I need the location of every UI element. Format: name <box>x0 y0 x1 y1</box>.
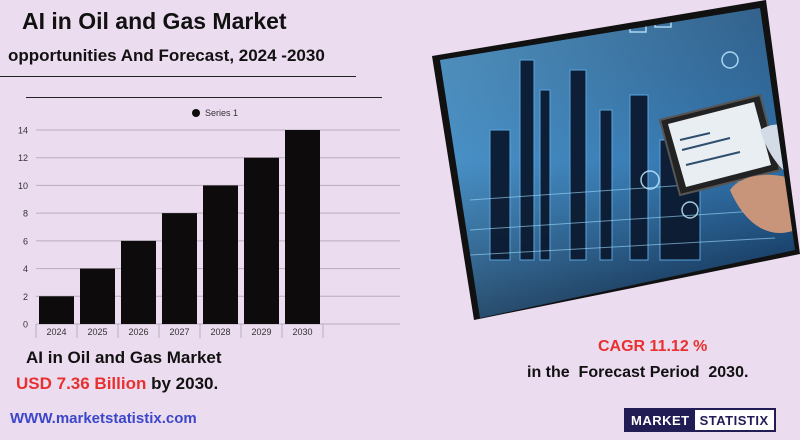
x-tick-label: 2025 <box>87 327 107 337</box>
x-tick-label: 2029 <box>251 327 271 337</box>
chart-top-divider <box>26 97 382 98</box>
chart-title: AI in Oil and Gas Market <box>22 8 287 34</box>
x-tick-label: 2027 <box>169 327 189 337</box>
bar-chart: 0 2 4 6 8 10 12 14 2024 2025 2026 2027 2028 2029 2030… <box>0 100 410 340</box>
legend: Series 1 <box>192 108 238 118</box>
market-value: USD 7.36 Billion <box>16 374 147 393</box>
bars <box>39 130 320 324</box>
y-tick-label: 12 <box>18 153 28 163</box>
bar-2026 <box>121 240 156 324</box>
industrial-refinery-tablet-image <box>430 0 800 320</box>
logo-text-statistix: STATISTIX <box>694 410 774 430</box>
y-tick-label: 6 <box>23 236 28 246</box>
x-tick-labels: 2024 2025 2026 2027 2028 2029 2030 <box>35 324 324 338</box>
x-tick-label: 2028 <box>210 327 230 337</box>
market-value-suffix: by 2030. <box>146 374 219 393</box>
bar-2030 <box>285 130 320 324</box>
y-tick-label: 8 <box>23 209 28 219</box>
bar-2028 <box>203 185 238 324</box>
y-tick-label: 4 <box>23 264 28 274</box>
handheld-tablet <box>658 93 795 234</box>
x-tick-label: 2030 <box>292 327 312 337</box>
logo-text-market: MARKET <box>626 410 695 430</box>
market-value-row: USD 7.36 Billion by 2030. <box>16 374 218 394</box>
legend-label: Series 1 <box>205 108 238 118</box>
website-link[interactable]: WWW.marketstatistix.com <box>10 410 197 427</box>
bar-2029 <box>244 157 279 324</box>
y-tick-labels: 0 2 4 6 8 10 12 14 <box>18 126 28 330</box>
legend-marker <box>192 109 200 117</box>
forecast-text: in the Forecast Period 2030. <box>527 364 749 381</box>
title-divider <box>0 76 356 77</box>
cagr-value: CAGR 11.12 % <box>598 338 708 355</box>
market-label: AI in Oil and Gas Market <box>26 348 222 367</box>
x-tick-label: 2024 <box>46 327 66 337</box>
bar-chart-svg: 0 2 4 6 8 10 12 14 2024 2025 2026 2027 2028 2029 2030… <box>18 108 400 338</box>
brand-logo: MARKET STATISTIX <box>624 408 776 432</box>
y-tick-label: 2 <box>23 292 28 302</box>
bar-2024 <box>39 296 74 324</box>
y-tick-label: 0 <box>23 320 28 330</box>
bar-2025 <box>80 268 115 324</box>
x-tick-label: 2026 <box>128 327 148 337</box>
bar-2027 <box>162 213 197 324</box>
refinery-illustration <box>432 0 800 320</box>
y-tick-label: 14 <box>18 126 28 136</box>
y-tick-label: 10 <box>18 181 28 191</box>
chart-subtitle: opportunities And Forecast, 2024 -2030 <box>8 46 325 65</box>
